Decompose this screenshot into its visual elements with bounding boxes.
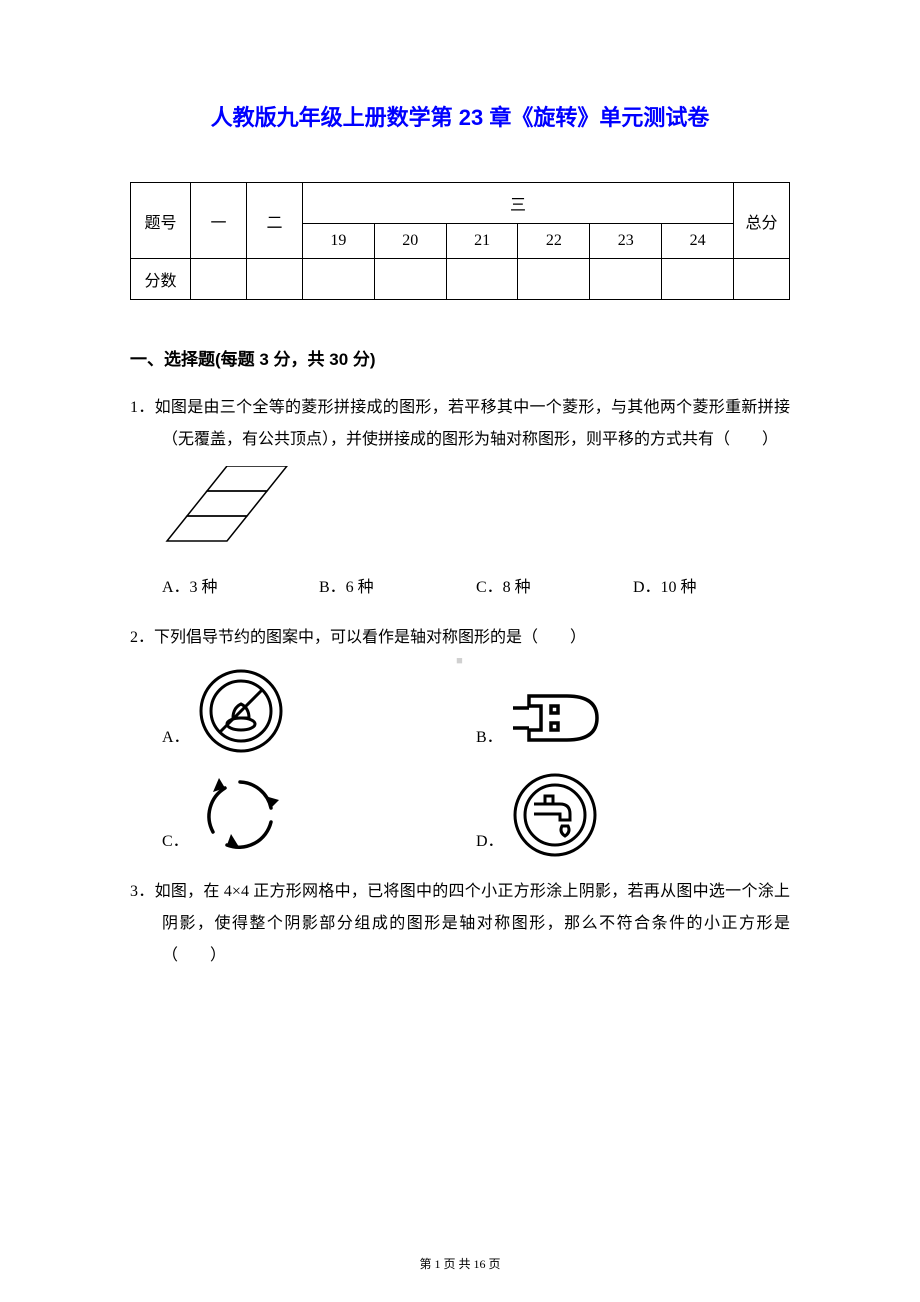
cell-total: 总分 [734,183,790,259]
no-food-waste-icon [198,668,284,754]
cell-sub-23: 23 [590,224,662,259]
cell-blank [590,259,662,300]
table-row: 题号 一 二 三 总分 [131,183,790,224]
q1-number: 1． [130,399,155,416]
q2-body: 下列倡导节约的图案中，可以看作是轴对称图形的是（ ） [154,629,586,646]
cell-sub-19: 19 [303,224,375,259]
q2-options-grid: A． B． [130,668,790,858]
cell-sub-22: 22 [518,224,590,259]
q1-option-a: A．3 种 [162,572,319,604]
cell-label-tihao: 题号 [131,183,191,259]
q2-opt-a-label: A． [162,722,190,754]
water-tap-icon [512,772,598,858]
cell-col-1: 一 [191,183,247,259]
q1-option-c: C．8 种 [476,572,633,604]
page-title: 人教版九年级上册数学第 23 章《旋转》单元测试卷 [130,100,790,132]
watermark: ■ [456,655,464,667]
q3-text: 3．如图，在 4×4 正方形网格中，已将图中的四个小正方形涂上阴影，若再从图中选… [130,876,790,972]
plug-icon [511,682,607,754]
q1-body: 如图是由三个全等的菱形拼接成的图形，若平移其中一个菱形，与其他两个菱形重新拼接（… [155,399,790,448]
q2-opt-c-label: C． [162,826,189,858]
cell-section-3: 三 [303,183,734,224]
cell-blank [303,259,375,300]
q2-option-a: A． [162,668,476,754]
cell-blank [191,259,247,300]
q2-opt-d-label: D． [476,826,504,858]
rhombus-diagram-icon [162,466,292,546]
q1-option-b: B．6 种 [319,572,476,604]
q3-number: 3． [130,883,155,900]
cell-sub-21: 21 [446,224,518,259]
cell-blank [374,259,446,300]
q1-figure [162,466,790,558]
cell-label-fenshu: 分数 [131,259,191,300]
cell-blank [734,259,790,300]
q1-text: 1．如图是由三个全等的菱形拼接成的图形，若平移其中一个菱形，与其他两个菱形重新拼… [130,392,790,456]
cell-blank [446,259,518,300]
q1-options: A．3 种 B．6 种 C．8 种 D．10 种 [130,572,790,604]
table-row: 分数 [131,259,790,300]
cell-blank [247,259,303,300]
question-3: 3．如图，在 4×4 正方形网格中，已将图中的四个小正方形涂上阴影，若再从图中选… [130,876,790,972]
q1-option-d: D．10 种 [633,572,790,604]
q3-body: 如图，在 4×4 正方形网格中，已将图中的四个小正方形涂上阴影，若再从图中选一个… [155,883,790,964]
cell-sub-24: 24 [662,224,734,259]
cell-blank [662,259,734,300]
q2-option-b: B． [476,668,790,754]
page-footer: 第 1 页 共 16 页 [0,1255,920,1272]
q2-opt-b-label: B． [476,722,503,754]
cell-col-2: 二 [247,183,303,259]
cell-sub-20: 20 [374,224,446,259]
question-1: 1．如图是由三个全等的菱形拼接成的图形，若平移其中一个菱形，与其他两个菱形重新拼… [130,392,790,604]
section-1-heading: 一、选择题(每题 3 分，共 30 分) [130,345,790,370]
score-table: 题号 一 二 三 总分 19 20 21 22 23 24 分数 [130,182,790,300]
q2-option-c: C． [162,772,476,858]
q2-option-d: D． [476,772,790,858]
recycle-arrows-icon [197,772,283,858]
cell-blank [518,259,590,300]
q2-text: 2．下列倡导节约的图案中，可以看作是轴对称图形的是（ ） [130,622,790,654]
q2-number: 2． [130,629,154,646]
